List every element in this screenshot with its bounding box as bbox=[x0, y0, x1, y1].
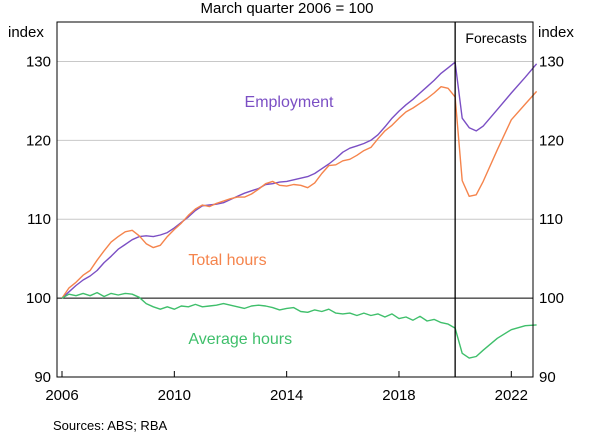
x-tick-label: 2006 bbox=[45, 387, 78, 404]
y-tick-label-right: 90 bbox=[539, 369, 556, 386]
gridlines bbox=[57, 60, 533, 220]
series-line-employment bbox=[61, 61, 538, 299]
y-tick-label-right: 110 bbox=[539, 211, 563, 228]
y-tick-label-left: 100 bbox=[26, 290, 51, 307]
series-lines: Employment Total hours Average hours bbox=[61, 61, 538, 359]
axis-labels: 90 90 100 100 110 110 120 120 130 130 2006 2010 2014… bbox=[26, 53, 564, 404]
y-axis-label-right: index bbox=[538, 24, 574, 41]
series-line-total-hours bbox=[61, 86, 538, 299]
y-axis-label-left: index bbox=[8, 24, 44, 41]
x-tick-label: 2014 bbox=[270, 387, 303, 404]
plot-border bbox=[56, 21, 534, 378]
y-tick-label-right: 120 bbox=[539, 132, 564, 149]
forecast-label: Forecasts bbox=[465, 30, 526, 46]
series-label-total-hours: Total hours bbox=[188, 252, 266, 269]
y-tick-label-left: 110 bbox=[27, 211, 51, 228]
series-label-employment: Employment bbox=[245, 94, 334, 111]
x-tick-label: 2010 bbox=[158, 387, 191, 404]
y-tick-label-right: 130 bbox=[539, 53, 564, 70]
plot-frame: Forecasts bbox=[56, 21, 534, 378]
y-tick-label-right: 100 bbox=[539, 290, 564, 307]
series-line-average-hours bbox=[61, 291, 537, 359]
y-tick-label-left: 120 bbox=[26, 132, 51, 149]
x-tick-label: 2018 bbox=[382, 387, 415, 404]
series-label-average-hours: Average hours bbox=[188, 331, 292, 348]
y-tick-label-left: 130 bbox=[26, 53, 51, 70]
chart-title: March quarter 2006 = 100 bbox=[200, 0, 373, 17]
x-tick-label: 2022 bbox=[495, 387, 528, 404]
y-tick-label-left: 90 bbox=[34, 369, 51, 386]
source-note: Sources: ABS; RBA bbox=[53, 418, 167, 433]
